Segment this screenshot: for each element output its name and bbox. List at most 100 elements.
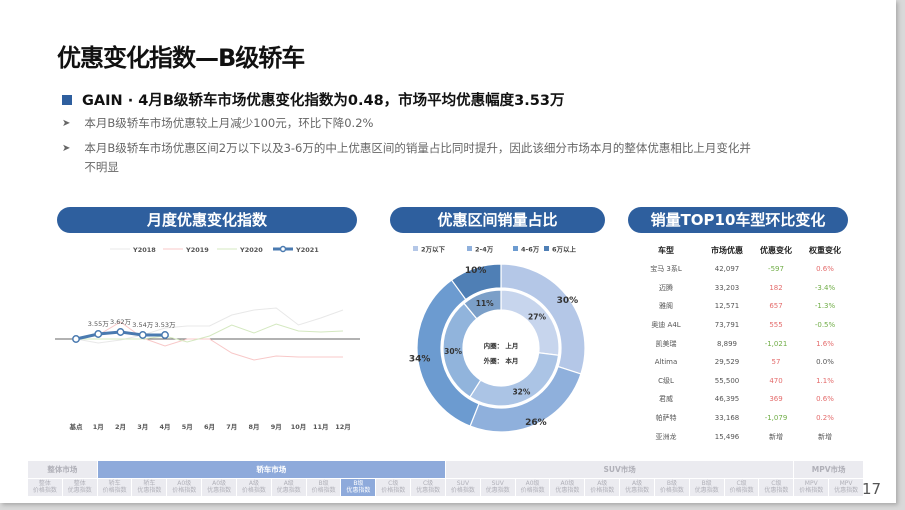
nav-cell[interactable]: 整体 优惠指数 (62, 479, 97, 496)
nav-cell[interactable]: A0级 价格指数 (167, 479, 202, 496)
nav-cell[interactable]: C级 优惠指数 (759, 479, 794, 496)
nav-cell[interactable]: MPV 优惠指数 (829, 479, 863, 496)
nav-cell-segment: A0级 (177, 480, 192, 487)
data-label: 3.53万 (155, 321, 176, 329)
nav-cell[interactable]: A0级 优惠指数 (202, 479, 236, 496)
series-line-Y2019 (75, 321, 343, 361)
nav-cell[interactable]: B级 优惠指数 (341, 479, 376, 496)
table-cell: 亚洲龙 (655, 432, 677, 441)
legend-marker (279, 245, 287, 253)
nav-group[interactable]: MPV市场 (794, 461, 863, 478)
nav-cell-index: 价格指数 (799, 487, 824, 494)
nav-cell-index: 价格指数 (659, 487, 684, 494)
nav-cell[interactable]: 轿车 优惠指数 (132, 479, 167, 496)
nav-cell[interactable]: MPV 价格指数 (794, 479, 829, 496)
nav-group[interactable]: SUV市场 (445, 461, 794, 478)
column-header: 车型 (658, 245, 674, 255)
legend-swatch (513, 246, 518, 251)
nav-cell[interactable]: A级 优惠指数 (620, 479, 654, 496)
nav-cell[interactable]: C级 优惠指数 (411, 479, 445, 496)
table-cell: 1.6% (816, 339, 834, 348)
bullet-text: 本月B级轿车市场优惠较上月减少100元，环比下降0.2% (84, 116, 374, 130)
legend-label: Y2021 (295, 246, 319, 254)
nav-group[interactable]: 整体市场 (28, 461, 97, 478)
nav-cell[interactable]: A0级 价格指数 (515, 479, 550, 496)
nav-cell-segment: MPV (839, 480, 853, 487)
nav-cell-index: 价格指数 (32, 487, 57, 494)
column-header: 市场优惠 (711, 245, 743, 255)
nav-cell-segment: SUV (456, 480, 470, 487)
nav-cell[interactable]: B级 价格指数 (306, 479, 341, 496)
nav-cell[interactable]: 整体 价格指数 (28, 479, 62, 496)
nav-cell-index: 价格指数 (381, 487, 406, 494)
x-tick-label: 12月 (335, 423, 351, 431)
table-cell: 470 (769, 376, 783, 385)
bullet-text: 本月B级轿车市场优惠区间2万以下以及3-6万的中上优惠区间的销量占比同时提升，因… (84, 139, 750, 177)
nav-cell-index: 优惠指数 (625, 487, 650, 494)
nav-cell-segment: B级 (353, 480, 364, 487)
x-tick-label: 9月 (271, 423, 282, 431)
table-header: 车型 市场优惠 优惠变化 权重变化 (630, 240, 850, 260)
legend-label: Y2018 (132, 246, 156, 254)
nav-cell[interactable]: SUV 优惠指数 (480, 479, 515, 496)
nav-cell-segment: A级 (632, 480, 643, 487)
nav-cell-segment: SUV (491, 480, 504, 487)
slice-label: 30% (557, 296, 579, 306)
slice-label: 11% (476, 299, 494, 308)
table-cell: 29,529 (714, 358, 740, 367)
nav-cell[interactable]: C级 价格指数 (376, 479, 411, 496)
section-title-monthly-index: 月度优惠变化指数 (57, 207, 357, 233)
donut-slice-本月 (450, 263, 502, 301)
arrow-bullet-icon: ➤ (62, 118, 71, 129)
nav-cell-segment: A0级 (560, 480, 575, 487)
table-cell: 新增 (769, 432, 783, 441)
nav-cell-segment: 整体 (38, 480, 51, 487)
x-tick-label: 2月 (115, 423, 126, 431)
table-cell: 55,500 (714, 376, 740, 385)
legend-swatch (413, 246, 418, 251)
nav-cell[interactable]: A级 价格指数 (585, 479, 620, 496)
table-row: 帕萨特 33,168 -1,079 0.2% (630, 409, 850, 428)
nav-cell-segment: 轿车 (108, 480, 121, 487)
nav-cell[interactable]: 轿车 价格指数 (97, 479, 132, 496)
data-point (72, 335, 80, 343)
nav-cell-index: 优惠指数 (764, 487, 789, 494)
table-cell: 369 (769, 395, 783, 404)
nav-cell-index: 价格指数 (311, 487, 336, 494)
table-cell: 0.6% (816, 395, 834, 404)
table-cell: 0.2% (816, 414, 834, 423)
table-cell: 42,097 (714, 265, 740, 274)
x-tick-label: 7月 (226, 423, 237, 431)
nav-cell[interactable]: B级 价格指数 (654, 479, 689, 496)
section-title-share: 优惠区间销量占比 (390, 207, 605, 233)
table-cell: 君威 (659, 395, 673, 404)
legend-label: Y2019 (185, 246, 209, 254)
legend-label: 6万以上 (552, 245, 577, 254)
donut-hole (464, 311, 538, 385)
center-label: 外圈： 本月 (484, 356, 519, 365)
nav-cell[interactable]: A级 优惠指数 (271, 479, 306, 496)
table-cell: 15,496 (714, 432, 740, 441)
nav-cell[interactable]: B级 优惠指数 (689, 479, 724, 496)
nav-cell-segment: A0级 (525, 480, 540, 487)
data-label: 3.62万 (110, 318, 131, 326)
nav-cell[interactable]: A级 价格指数 (236, 479, 271, 496)
legend-swatch (467, 246, 472, 251)
legend-swatch (544, 246, 549, 251)
legend-label: 2万以下 (421, 246, 446, 254)
slice-label: 34% (409, 354, 431, 364)
slice-label: 10% (465, 266, 487, 276)
bullet-line: 本月B级轿车市场优惠区间2万以下以及3-6万的中上优惠区间的销量占比同时提升，因… (84, 141, 751, 155)
table-cell: 12,571 (714, 302, 740, 311)
table-cell: 33,168 (714, 414, 740, 423)
nav-group[interactable]: 轿车市场 (97, 461, 445, 478)
table-cell: 雅阁 (659, 302, 673, 311)
table-cell: 73,791 (714, 321, 740, 330)
nav-cell[interactable]: SUV 价格指数 (445, 479, 480, 496)
table-cell: 0.6% (816, 265, 834, 274)
donut-slice-上月 (463, 289, 502, 320)
center-label: 内圈： 上月 (484, 341, 519, 350)
nav-cell[interactable]: A0级 优惠指数 (550, 479, 585, 496)
nav-cell-segment: B级 (318, 480, 329, 487)
nav-cell[interactable]: C级 价格指数 (724, 479, 759, 496)
